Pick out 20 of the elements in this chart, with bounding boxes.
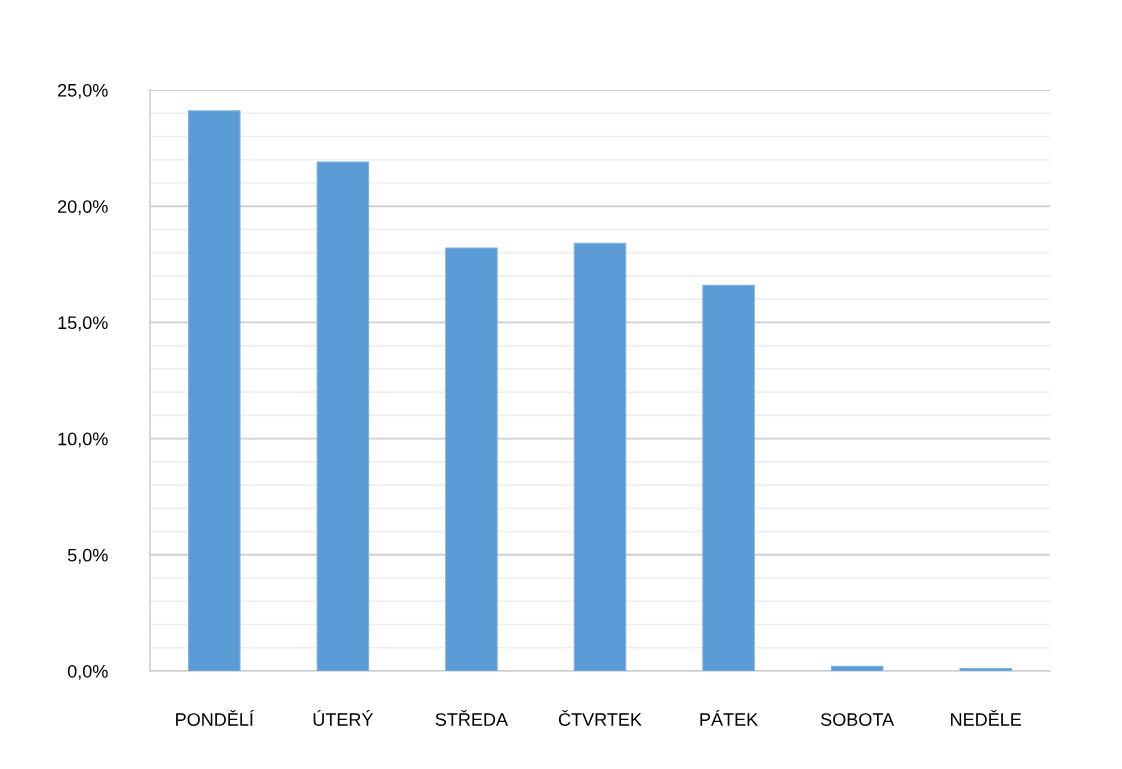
bar: [830, 665, 884, 671]
y-tick-label: 20,0%: [58, 200, 108, 216]
y-tick-label: 0,0%: [67, 664, 108, 680]
bar: [959, 668, 1012, 671]
bar: [316, 161, 370, 671]
x-tick-label: SOBOTA: [821, 713, 895, 726]
x-tick-label: PONDĚLÍ: [176, 709, 254, 726]
x-tick-label: NEDĚLE: [951, 709, 1022, 726]
bar: [188, 110, 241, 671]
x-tick-label: ÚTERÝ: [313, 710, 374, 726]
x-tick-label: PÁTEK: [700, 710, 758, 726]
y-tick-label: 15,0%: [58, 316, 108, 332]
x-tick-label: STŘEDA: [435, 709, 509, 726]
y-tick-label: 10,0%: [58, 432, 108, 448]
y-tick-label: 25,0%: [58, 83, 108, 99]
bar: [702, 284, 755, 671]
bar: [445, 247, 498, 671]
bar: [573, 242, 627, 671]
x-tick-label: ČTVRTEK: [558, 709, 642, 726]
y-tick-label: 5,0%: [67, 548, 108, 564]
